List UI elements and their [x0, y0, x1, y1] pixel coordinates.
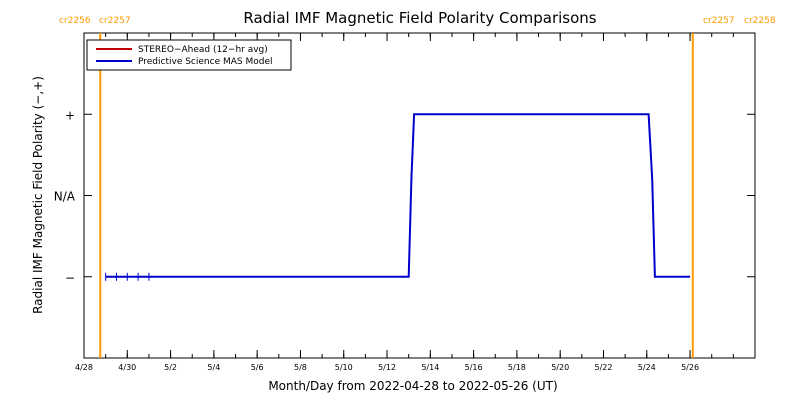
cr-left-label-b: cr2257	[99, 16, 131, 26]
legend-box	[86, 39, 292, 71]
legend-label-model: Predictive Science MAS Model	[138, 57, 273, 67]
x-tick-label: 5/16	[465, 363, 483, 372]
y-tick-label: +	[65, 108, 75, 122]
x-tick-label: 5/8	[294, 363, 307, 372]
x-tick-label: 5/14	[421, 363, 439, 372]
plot-frame	[83, 32, 756, 359]
x-tick-label: 5/24	[638, 363, 656, 372]
chart-title: Radial IMF Magnetic Field Polarity Compa…	[243, 9, 596, 27]
x-tick-label: 4/28	[75, 363, 93, 372]
y-tick-label: −	[65, 271, 75, 285]
x-tick-label: 4/30	[118, 363, 136, 372]
series-line-model	[105, 113, 691, 278]
x-tick-label: 5/12	[378, 363, 396, 372]
cr-right-label-a: cr2257	[703, 16, 735, 26]
legend-label-stereo: STEREO−Ahead (12−hr avg)	[138, 45, 268, 55]
x-tick-label: 5/18	[508, 363, 526, 372]
y-axis-label: Radial IMF Magnetic Field Polarity (−,+)	[31, 76, 45, 314]
legend: STEREO−Ahead (12−hr avg) Predictive Scie…	[86, 39, 292, 71]
x-tick-label: 5/4	[207, 363, 220, 372]
cr-left-label-a: cr2256	[59, 16, 91, 26]
y-tick-label: N/A	[54, 190, 76, 204]
x-axis-label: Month/Day from 2022-04-28 to 2022-05-26 …	[268, 379, 557, 393]
plot-area: 4/28 4/30 5/2 5/4 5/6 5/8 5/10 5/12 5/14 5/16 5/18…	[54, 32, 756, 372]
cr-right-label-b: cr2258	[744, 16, 776, 26]
x-tick-label: 5/20	[551, 363, 569, 372]
x-tick-label: 5/22	[594, 363, 612, 372]
x-tick-label: 5/6	[251, 363, 264, 372]
x-tick-label: 5/2	[164, 363, 177, 372]
x-tick-label: 5/10	[335, 363, 353, 372]
x-tick-label: 5/26	[681, 363, 699, 372]
